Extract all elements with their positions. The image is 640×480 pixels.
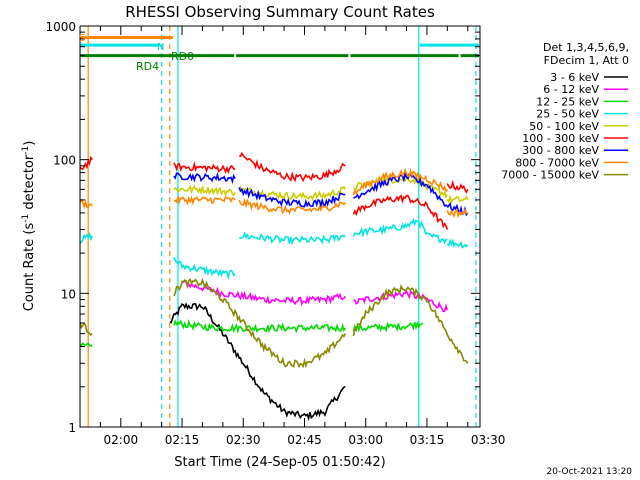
chart-title: RHESSI Observing Summary Count Rates bbox=[125, 3, 435, 21]
annotation-bars bbox=[80, 36, 479, 58]
y-axis-label-sup2: -1 bbox=[21, 146, 31, 155]
y-tick-label-100: 100 bbox=[53, 154, 76, 168]
plot-frame bbox=[79, 25, 481, 428]
y-tick-label-1000: 1000 bbox=[45, 20, 76, 34]
series-7-segment-1 bbox=[173, 195, 236, 206]
series-8-segment-1 bbox=[173, 277, 347, 369]
legend: Det 1,3,4,5,6,9, FDecim 1, Att 0 bbox=[543, 41, 629, 67]
series-7-segment-2 bbox=[238, 197, 346, 215]
x-tick-label-3: 02:45 bbox=[287, 433, 322, 447]
series-0-segment-0 bbox=[169, 302, 346, 422]
vertical-markers bbox=[80, 26, 477, 427]
rd4-label: RD4 bbox=[136, 60, 159, 73]
y-tick-label-1: 1 bbox=[68, 421, 76, 435]
legend-label-8: 7000 - 15000 keV bbox=[501, 169, 599, 182]
series-7-segment-3 bbox=[352, 167, 448, 196]
legend-label-2: 12 - 25 keV bbox=[536, 95, 599, 108]
series-6-segment-0 bbox=[173, 172, 236, 185]
series-5-segment-4 bbox=[446, 179, 469, 194]
series-1-segment-1 bbox=[353, 289, 449, 313]
rd0-label: RD0 bbox=[171, 50, 194, 63]
x-tick-label-6: 03:30 bbox=[471, 433, 506, 447]
series-3-segment-2 bbox=[239, 231, 346, 246]
series-2-segment-2 bbox=[352, 320, 424, 333]
y-axis-label: Count Rate (s-1 detector-1) bbox=[21, 141, 37, 312]
footer-date: 20-Oct-2021 13:20 bbox=[547, 467, 633, 477]
x-axis-label: Start Time (24-Sep-05 01:50:42) bbox=[174, 455, 385, 470]
x-tick-label-0: 02:00 bbox=[104, 433, 139, 447]
series-5-segment-3 bbox=[352, 194, 449, 230]
legend-label-4: 50 - 100 keV bbox=[529, 120, 599, 133]
series-3-segment-4 bbox=[446, 238, 469, 249]
series-5-segment-2 bbox=[239, 151, 346, 183]
n-label: N bbox=[157, 42, 164, 53]
y-axis-label-part2: detector bbox=[22, 154, 37, 214]
series-3-segment-1 bbox=[173, 257, 236, 281]
legend-label-0: 3 - 6 keV bbox=[550, 71, 599, 84]
x-tick-label-4: 03:00 bbox=[348, 433, 383, 447]
series-7-segment-4 bbox=[446, 208, 468, 219]
series-5-segment-1 bbox=[173, 161, 236, 175]
y-axis-label-sup1: -1 bbox=[21, 214, 31, 223]
x-tick-label-2: 02:30 bbox=[226, 433, 261, 447]
legend-header-line2: FDecim 1, Att 0 bbox=[544, 54, 629, 67]
series-8-segment-2 bbox=[352, 283, 469, 364]
series-4-segment-3 bbox=[446, 193, 469, 205]
y-tick-label-10: 10 bbox=[61, 287, 76, 301]
series-4-segment-0 bbox=[173, 184, 236, 198]
series-7-segment-0 bbox=[80, 198, 93, 210]
legend-label-6: 300 - 800 keV bbox=[522, 144, 599, 157]
series-2-segment-0 bbox=[80, 341, 93, 348]
x-tick-label-1: 02:15 bbox=[165, 433, 200, 447]
y-axis-label-part3: ) bbox=[22, 141, 37, 146]
s-label: S bbox=[79, 33, 85, 44]
y-axis-label-part1: Count Rate (s bbox=[22, 223, 37, 312]
series-3-segment-3 bbox=[352, 217, 448, 245]
series-6-segment-2 bbox=[353, 170, 448, 207]
legend-label-1: 6 - 12 keV bbox=[543, 83, 599, 96]
legend-label-7: 800 - 7000 keV bbox=[515, 156, 599, 169]
series-group bbox=[80, 151, 469, 422]
legend-header-line1: Det 1,3,4,5,6,9, bbox=[543, 41, 629, 54]
series-2-segment-1 bbox=[173, 318, 346, 335]
series-8-segment-0 bbox=[80, 322, 93, 337]
x-tick-label-5: 03:15 bbox=[410, 433, 445, 447]
x-axis-ticks: 02:00 02:15 02:30 02:45 03:00 03:15 03:30 bbox=[99, 26, 506, 447]
y-axis-ticks: 1 10 100 1000 bbox=[45, 20, 480, 435]
series-5-segment-0 bbox=[80, 155, 93, 171]
legend-label-3: 25 - 50 keV bbox=[536, 108, 599, 121]
series-6-segment-1 bbox=[238, 186, 346, 209]
series-3-segment-0 bbox=[80, 231, 93, 244]
legend-label-5: 100 - 300 keV bbox=[522, 132, 599, 145]
